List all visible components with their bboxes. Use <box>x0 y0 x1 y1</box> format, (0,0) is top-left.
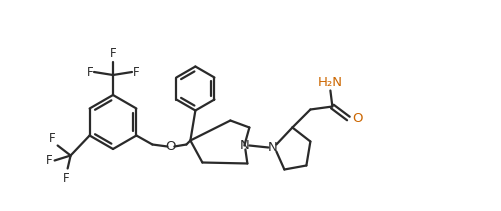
Text: O: O <box>352 112 363 125</box>
Text: F: F <box>110 47 116 60</box>
Text: F: F <box>133 65 140 78</box>
Text: F: F <box>46 154 53 167</box>
Text: F: F <box>63 172 70 184</box>
Text: H₂N: H₂N <box>318 76 343 88</box>
Text: N: N <box>239 139 249 152</box>
Text: F: F <box>49 131 56 145</box>
Text: F: F <box>86 65 93 78</box>
Text: N: N <box>268 141 277 154</box>
Text: O: O <box>165 140 176 153</box>
